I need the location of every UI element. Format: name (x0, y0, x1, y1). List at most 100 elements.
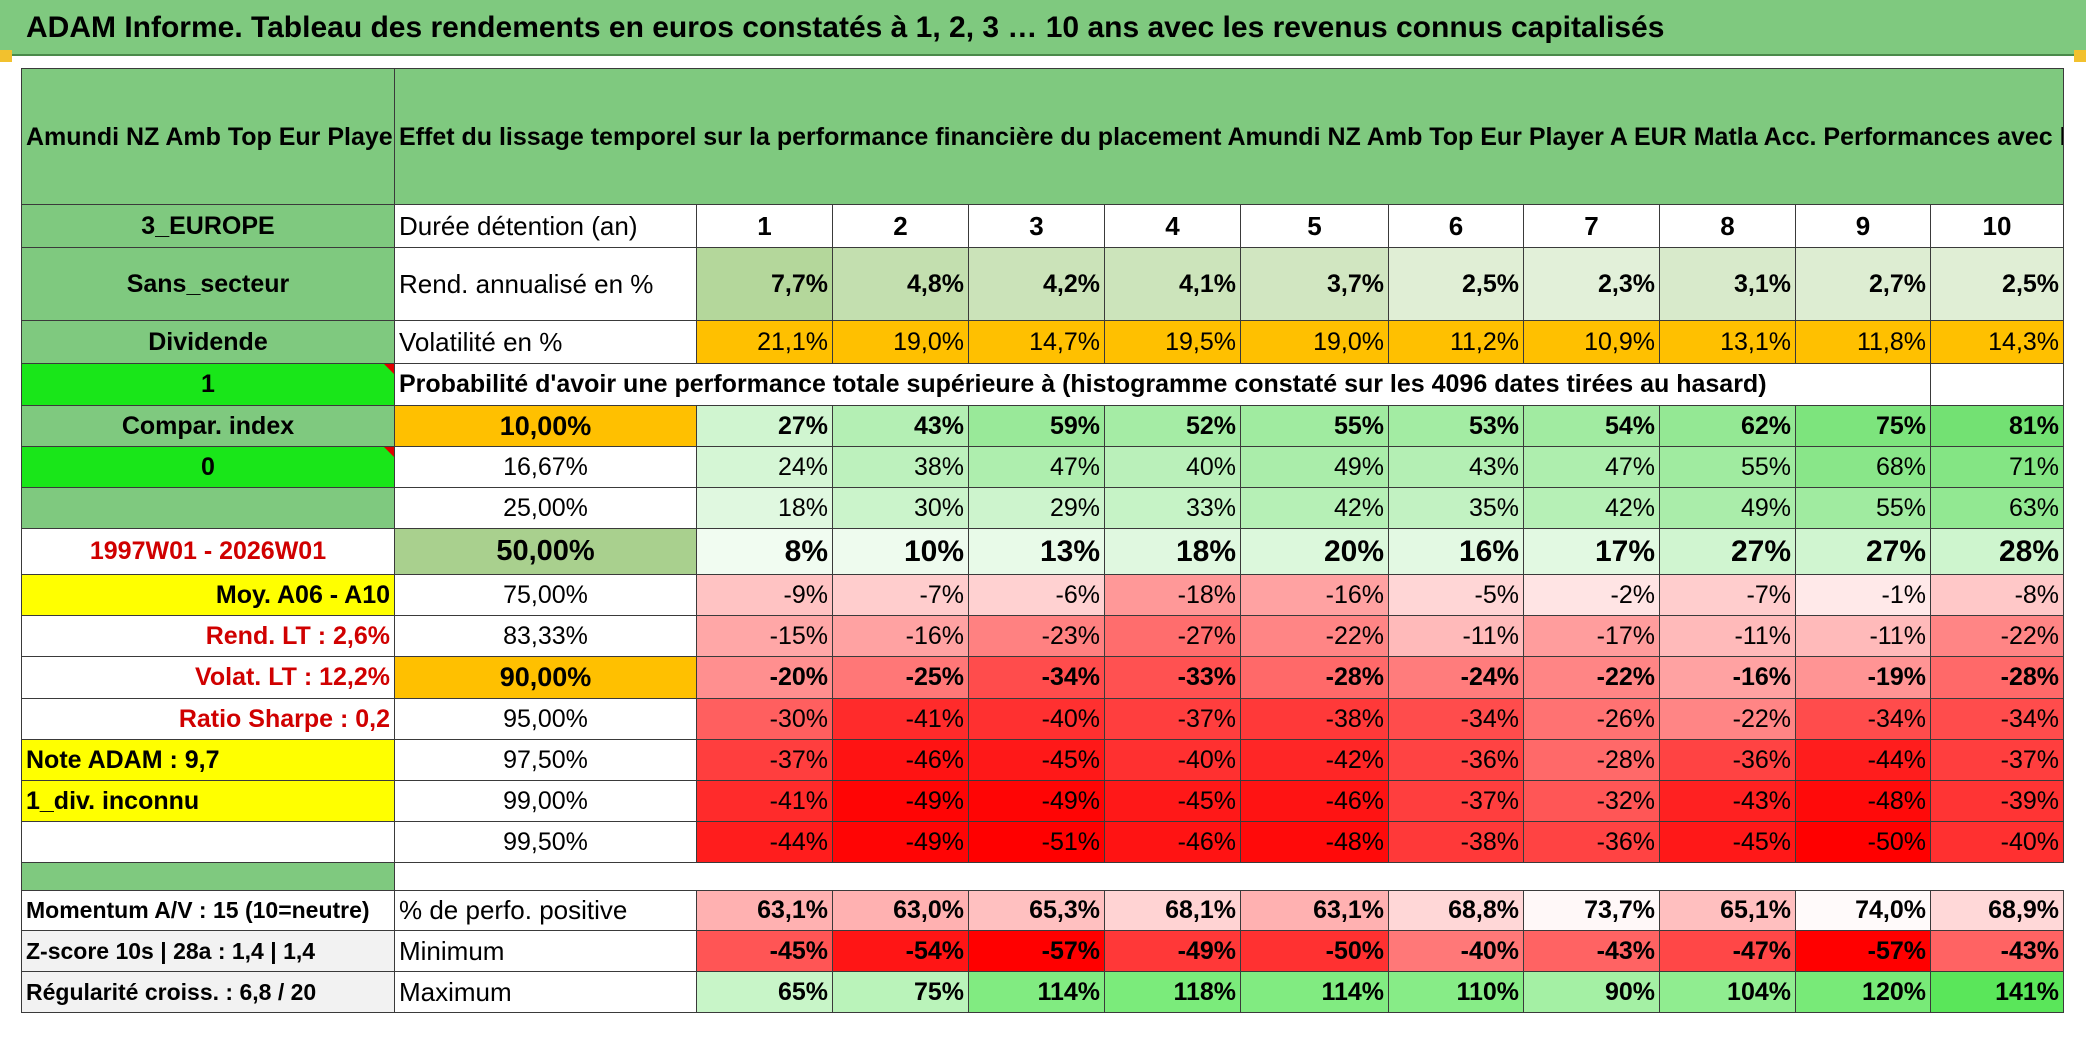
prob-value: -24% (1388, 656, 1524, 699)
prob-value: -20% (696, 656, 833, 699)
empty-green-cell (21, 487, 395, 529)
perfo-pos-value: 68,9% (1929, 890, 2065, 931)
perfo-pos-value: 63,1% (1240, 890, 1389, 931)
minimum-value: -45% (696, 930, 833, 972)
prob-value: 42% (1523, 487, 1660, 529)
prob-value: -27% (1104, 615, 1241, 657)
year-header: 8 (1659, 204, 1796, 248)
minimum-value: -43% (1929, 930, 2065, 972)
prob-value: 18% (696, 487, 833, 529)
prob-value: 49% (1240, 446, 1389, 488)
prob-value: 47% (1523, 446, 1660, 488)
period-label: 1997W01 - 2026W01 (21, 528, 395, 575)
rend-value: 2,7% (1795, 247, 1931, 321)
prob-value: -30% (696, 698, 833, 740)
prob-value: -26% (1523, 698, 1660, 740)
prob-value: 59% (968, 405, 1105, 447)
threshold-value: 25,00% (394, 487, 697, 529)
rend-value: 3,7% (1240, 247, 1389, 321)
prob-value: -16% (1240, 574, 1389, 616)
maximum-value: 118% (1104, 971, 1241, 1013)
maximum-value: 120% (1795, 971, 1931, 1013)
header-row: Amundi NZ Amb Top Eur Player A EUR Matla… (21, 68, 2065, 205)
empty-cell (1795, 363, 1931, 406)
empty-cell (1929, 363, 2065, 406)
prob-value: -51% (968, 821, 1105, 863)
prob-value: -5% (1388, 574, 1524, 616)
dividend-label: Dividende (21, 320, 395, 364)
prob-value: -25% (832, 656, 969, 699)
prob-value: -45% (1659, 821, 1796, 863)
prob-value: 49% (1659, 487, 1796, 529)
momentum-label: Momentum A/V : 15 (10=neutre) (21, 890, 395, 931)
corner-marker (2074, 50, 2086, 62)
prob-value: -46% (1240, 780, 1389, 822)
year-header: 4 (1104, 204, 1241, 248)
prob-value: -7% (1659, 574, 1796, 616)
prob-value: 13% (968, 528, 1105, 575)
prob-value: -46% (1104, 821, 1241, 863)
empty-cell (21, 821, 395, 863)
volat-value: 10,9% (1523, 320, 1660, 364)
prob-header: Probabilité d'avoir une performance tota… (394, 363, 1796, 406)
prob-value: 38% (832, 446, 969, 488)
threshold-value: 75,00% (394, 574, 697, 616)
minimum-value: -47% (1659, 930, 1796, 972)
prob-value: -37% (1388, 780, 1524, 822)
rend-row: Sans_secteur Rend. annualisé en % 7,7% 4,8%… (21, 247, 2065, 321)
volat-value: 14,7% (968, 320, 1105, 364)
prob-value: -49% (832, 780, 969, 822)
maximum-value: 110% (1388, 971, 1524, 1013)
prob-value: 28% (1929, 528, 2065, 575)
prob-value: -38% (1240, 698, 1389, 740)
volat-row: Dividende Volatilité en % 21,1% 19,0% 14,7% 1… (21, 320, 2065, 364)
prob-value: 29% (968, 487, 1105, 529)
prob-value: -41% (832, 698, 969, 740)
volat-value: 14,3% (1929, 320, 2065, 364)
prob-value: -40% (968, 698, 1105, 740)
region-label: 3_EUROPE (21, 204, 395, 248)
prob-value: -28% (1929, 656, 2065, 699)
moy-label: Moy. A06 - A10 (21, 574, 395, 616)
div-inconnu-label: 1_div. inconnu (21, 780, 395, 822)
rend-value: 3,1% (1659, 247, 1796, 321)
sharpe-label: Ratio Sharpe : 0,2 (21, 698, 395, 740)
prob-value: -50% (1795, 821, 1931, 863)
prob-value: 33% (1104, 487, 1241, 529)
sector-label: Sans_secteur (21, 247, 395, 321)
maximum-row: Régularité croiss. : 6,8 / 20 Maximum 65% 7… (21, 971, 2065, 1013)
prob-value: -49% (832, 821, 969, 863)
threshold-value: 97,50% (394, 739, 697, 781)
spacer-row (21, 862, 2064, 891)
prob-value: -34% (968, 656, 1105, 699)
year-header: 6 (1388, 204, 1524, 248)
year-header: 7 (1523, 204, 1660, 248)
perfo-pos-value: 73,7% (1523, 890, 1660, 931)
prob-value: 54% (1523, 405, 1660, 447)
prob-value: 47% (968, 446, 1105, 488)
prob-value: -8% (1929, 574, 2065, 616)
year-header: 5 (1240, 204, 1389, 248)
fund-name: Amundi NZ Amb Top Eur Player A EUR Matla… (21, 68, 395, 205)
rend-value: 2,5% (1388, 247, 1524, 321)
prob-value: -34% (1929, 698, 2065, 740)
volat-value: 21,1% (696, 320, 833, 364)
duration-row: 3_EUROPE Durée détention (an) 1 2 3 4 5 6 7 8 9 10 (21, 204, 2065, 248)
prob-value: 63% (1929, 487, 2065, 529)
prob-value: -1% (1795, 574, 1931, 616)
prob-value: -43% (1659, 780, 1796, 822)
prob-value: 18% (1104, 528, 1241, 575)
rend-value: 7,7% (696, 247, 833, 321)
perfo-pos-row: Momentum A/V : 15 (10=neutre)% de perfo.… (21, 890, 2065, 931)
prob-value: -39% (1929, 780, 2065, 822)
prob-value: 75% (1795, 405, 1931, 447)
prob-value: -36% (1659, 739, 1796, 781)
prob-value: 30% (832, 487, 969, 529)
maximum-value: 65% (696, 971, 833, 1013)
prob-value: -28% (1240, 656, 1389, 699)
threshold-value: 99,50% (394, 821, 697, 863)
prob-value: -45% (1104, 780, 1241, 822)
maximum-value: 104% (1659, 971, 1796, 1013)
minimum-value: -57% (1795, 930, 1931, 972)
maximum-value: 141% (1929, 971, 2065, 1013)
